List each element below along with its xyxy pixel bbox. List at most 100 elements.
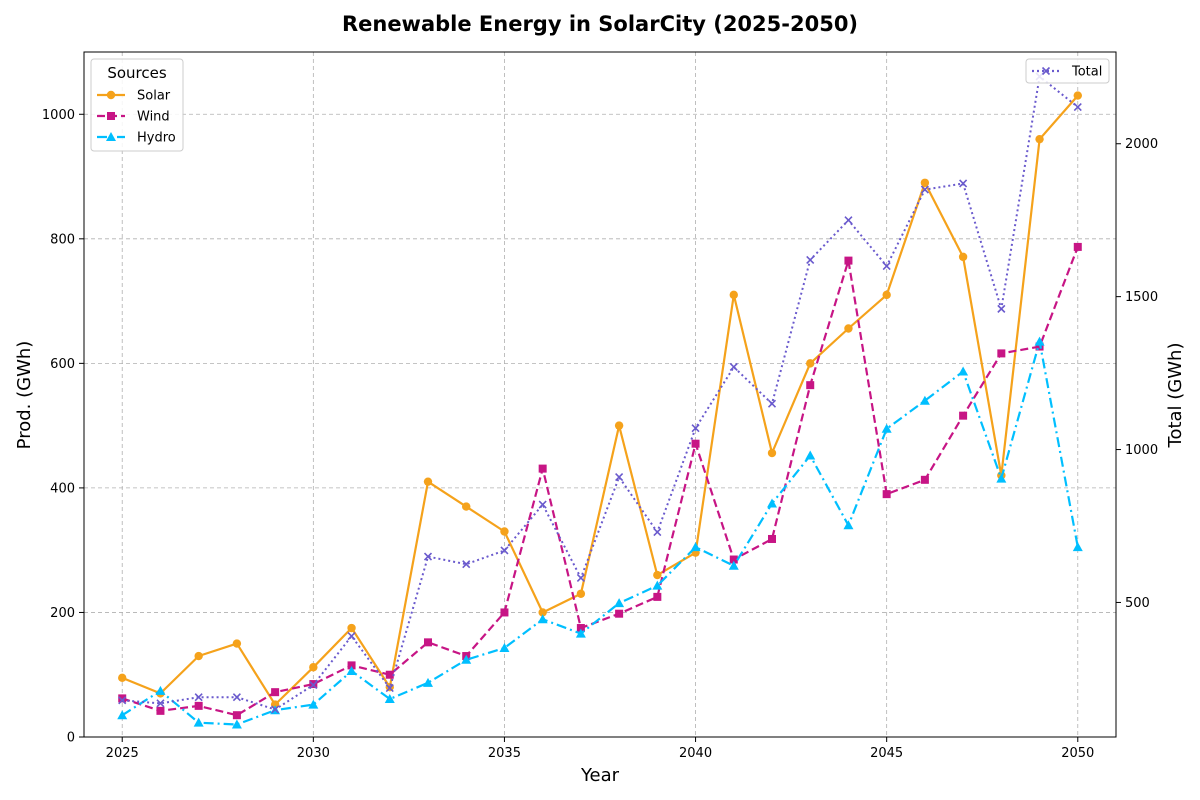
data-point-wind <box>156 706 165 715</box>
x-tick-label: 2040 <box>679 746 712 761</box>
grid-lines <box>84 52 1116 738</box>
data-point-hydro <box>767 498 777 508</box>
data-point-total <box>767 399 777 408</box>
x-tick-label: 2025 <box>106 746 139 761</box>
data-point-wind <box>920 475 929 484</box>
data-point-hydro <box>958 366 969 376</box>
data-point-hydro <box>155 685 166 695</box>
data-point-total <box>653 528 662 537</box>
data-point-wind <box>1073 242 1082 251</box>
data-point-total <box>423 552 433 561</box>
data-point-wind <box>653 592 662 601</box>
data-point-hydro <box>690 542 701 552</box>
data-point-solar <box>462 502 471 511</box>
y-tick-label: 600 <box>50 357 75 372</box>
data-point-total <box>959 179 968 188</box>
y-axis-label: Prod. (GWh) <box>14 341 35 450</box>
data-point-hydro <box>728 560 739 570</box>
data-point-hydro <box>537 614 548 624</box>
data-point-total <box>232 693 241 702</box>
data-point-total <box>615 473 624 482</box>
data-point-solar <box>844 324 853 333</box>
data-point-total <box>462 560 471 569</box>
data-point-hydro <box>1034 336 1045 346</box>
data-point-total <box>385 684 394 693</box>
data-point-total <box>194 693 203 702</box>
data-point-wind <box>844 256 853 265</box>
data-point-total <box>309 680 318 690</box>
data-point-hydro <box>614 598 625 608</box>
data-point-wind <box>729 555 738 564</box>
data-point-total <box>500 546 509 555</box>
legend-marker-solar <box>106 90 116 100</box>
legend-sources: Sources Solar Wind Hydro <box>90 58 184 152</box>
data-point-total <box>691 424 700 433</box>
plot-frame <box>83 51 1117 738</box>
data-point-hydro <box>919 395 930 405</box>
data-point-solar <box>614 421 624 430</box>
data-point-total <box>538 500 547 509</box>
y-axis-right-label: Total (GWh) <box>1165 343 1186 449</box>
data-point-wind <box>232 711 241 720</box>
legend-item-solar: Solar <box>97 89 171 104</box>
series-layer <box>117 72 1083 729</box>
data-point-total <box>844 216 853 225</box>
data-point-hydro <box>231 719 242 729</box>
series-wind <box>118 242 1082 720</box>
data-point-solar <box>194 651 203 661</box>
data-point-wind <box>118 694 127 703</box>
data-point-hydro <box>1072 542 1083 552</box>
y-tick-label: 0 <box>67 731 75 746</box>
data-point-hydro <box>461 654 472 664</box>
data-point-wind <box>194 701 203 710</box>
data-point-wind <box>806 381 815 390</box>
data-point-wind <box>271 688 280 697</box>
data-point-solar <box>806 359 815 368</box>
data-point-wind <box>691 439 700 448</box>
legend-box-right <box>1025 58 1110 84</box>
y-right-tick-label: 500 <box>1125 596 1150 611</box>
data-point-wind <box>997 349 1006 358</box>
series-line-solar <box>121 94 1079 706</box>
data-point-solar <box>958 252 968 262</box>
legend-marker-wind <box>107 112 115 120</box>
y-tick-label: 1000 <box>42 108 75 123</box>
data-point-solar <box>1035 134 1044 144</box>
data-point-hydro <box>881 423 892 433</box>
legend-marker-hydro <box>106 132 116 141</box>
chart-title: Renewable Energy in SolarCity (2025-2050… <box>342 12 858 36</box>
series-total <box>118 72 1082 714</box>
data-point-solar <box>1073 91 1082 100</box>
y-right-tick-label: 2000 <box>1125 137 1158 152</box>
legend-marker-total <box>1041 66 1051 76</box>
data-point-solar <box>538 608 547 617</box>
data-point-solar <box>309 663 318 672</box>
data-point-total <box>347 632 356 641</box>
series-line-hydro <box>121 340 1079 726</box>
data-point-total <box>806 255 815 265</box>
legend-label-wind: Wind <box>137 110 170 125</box>
data-point-hydro <box>652 580 663 590</box>
data-point-hydro <box>384 694 395 704</box>
data-point-hydro <box>193 717 204 727</box>
data-point-hydro <box>575 628 586 638</box>
y-tick-label: 800 <box>50 232 75 247</box>
legend-title: Sources <box>107 64 167 82</box>
legend-label-hydro: Hydro <box>137 131 176 146</box>
data-point-solar <box>576 589 586 598</box>
x-tick-label: 2050 <box>1061 746 1094 761</box>
series-solar <box>118 91 1082 709</box>
y-right-tick-label: 1000 <box>1125 443 1158 458</box>
data-point-solar <box>767 448 777 458</box>
data-point-total <box>576 573 585 583</box>
data-point-wind <box>347 661 356 670</box>
data-point-wind <box>385 670 394 679</box>
data-point-total <box>997 304 1006 313</box>
legend-item-total: Total <box>1032 65 1102 80</box>
data-point-total <box>156 699 165 708</box>
data-point-total <box>729 362 738 372</box>
data-point-solar <box>920 178 930 187</box>
series-line-total <box>122 75 1079 711</box>
data-point-hydro <box>499 642 510 652</box>
